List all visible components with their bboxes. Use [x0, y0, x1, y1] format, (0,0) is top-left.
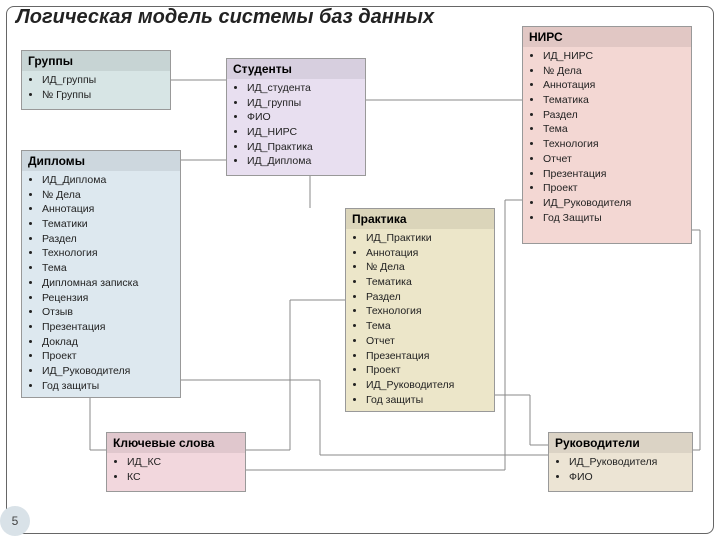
entity-title: Студенты — [227, 59, 365, 79]
entity-attr: № Дела — [42, 188, 174, 203]
entity-attr-list: ИД_Диплома№ ДелаАннотацияТематикиРазделТ… — [22, 173, 180, 393]
entity-nirs: НИРСИД_НИРС№ ДелаАннотацияТематикаРаздел… — [522, 26, 692, 244]
entity-attr: Год защиты — [366, 393, 488, 408]
entity-attr: ИД_Практики — [366, 231, 488, 246]
entity-attr: ИД_группы — [42, 73, 164, 88]
entity-title: Практика — [346, 209, 494, 229]
entity-attr: Проект — [543, 181, 685, 196]
entity-attr: Тематики — [42, 217, 174, 232]
entity-attr: Тема — [42, 261, 174, 276]
entity-attr: Отчет — [366, 334, 488, 349]
entity-attr: Проект — [42, 349, 174, 364]
entity-attr: ИД_НИРС — [247, 125, 359, 140]
entity-title: Ключевые слова — [107, 433, 245, 453]
entity-attr: Презентация — [366, 349, 488, 364]
entity-attr: Раздел — [366, 290, 488, 305]
entity-attr: Технология — [42, 246, 174, 261]
entity-attr: ИД_Диплома — [247, 154, 359, 169]
entity-keywords: Ключевые словаИД_КСКС — [106, 432, 246, 492]
entity-attr-list: ИД_ПрактикиАннотация№ ДелаТематикаРаздел… — [346, 231, 494, 407]
entity-attr: ФИО — [569, 470, 686, 485]
entity-attr: ФИО — [247, 110, 359, 125]
entity-attr-list: ИД_студентаИД_группыФИОИД_НИРСИД_Практик… — [227, 81, 365, 169]
page-title: Логическая модель системы баз данных — [16, 6, 434, 29]
entity-attr: ИД_Диплома — [42, 173, 174, 188]
entity-attr: Аннотация — [366, 246, 488, 261]
entity-attr: Аннотация — [543, 78, 685, 93]
entity-attr: № Дела — [366, 260, 488, 275]
entity-title: НИРС — [523, 27, 691, 47]
entity-attr: Раздел — [42, 232, 174, 247]
entity-attr: Раздел — [543, 108, 685, 123]
entity-groups: ГруппыИД_группы№ Группы — [21, 50, 171, 110]
entity-attr: Презентация — [42, 320, 174, 335]
entity-attr: Технология — [366, 304, 488, 319]
entity-attr-list: ИД_КСКС — [107, 455, 245, 484]
entity-attr: Год Защиты — [543, 211, 685, 226]
entity-attr: № Группы — [42, 88, 164, 103]
entity-title: Руководители — [549, 433, 692, 453]
entity-supervisors: РуководителиИД_РуководителяФИО — [548, 432, 693, 492]
entity-attr: Доклад — [42, 335, 174, 350]
page-number: 5 — [0, 506, 30, 536]
entity-diplomas: Дипломы ИД_Диплома№ ДелаАннотацияТематики… — [21, 150, 181, 398]
entity-students: СтудентыИД_студентаИД_группыФИОИД_НИРСИД… — [226, 58, 366, 176]
entity-attr: Проект — [366, 363, 488, 378]
entity-attr: ИД_КС — [127, 455, 239, 470]
entity-attr: ИД_группы — [247, 96, 359, 111]
entity-attr: ИД_НИРС — [543, 49, 685, 64]
entity-attr: № Дела — [543, 64, 685, 79]
entity-attr: Презентация — [543, 167, 685, 182]
entity-attr: Рецензия — [42, 291, 174, 306]
entity-attr: Отзыв — [42, 305, 174, 320]
entity-attr: Тема — [366, 319, 488, 334]
entity-attr: Отчет — [543, 152, 685, 167]
entity-attr: КС — [127, 470, 239, 485]
entity-attr: ИД_студента — [247, 81, 359, 96]
entity-attr: ИД_Руководителя — [42, 364, 174, 379]
entity-practice: ПрактикаИД_ПрактикиАннотация№ ДелаТемати… — [345, 208, 495, 412]
entity-attr: ИД_Руководителя — [366, 378, 488, 393]
entity-attr: Год защиты — [42, 379, 174, 394]
entity-attr: Аннотация — [42, 202, 174, 217]
entity-attr-list: ИД_группы№ Группы — [22, 73, 170, 102]
entity-attr: Технология — [543, 137, 685, 152]
entity-attr-list: ИД_РуководителяФИО — [549, 455, 692, 484]
entity-attr: Тематика — [366, 275, 488, 290]
entity-title: Дипломы — [22, 151, 180, 171]
entity-attr: ИД_Руководителя — [569, 455, 686, 470]
entity-attr: Дипломная записка — [42, 276, 174, 291]
entity-attr-list: ИД_НИРС№ ДелаАннотацияТематикаРазделТема… — [523, 49, 691, 225]
entity-attr: ИД_Практика — [247, 140, 359, 155]
entity-title: Группы — [22, 51, 170, 71]
entity-attr: Тематика — [543, 93, 685, 108]
entity-attr: ИД_Руководителя — [543, 196, 685, 211]
entity-attr: Тема — [543, 122, 685, 137]
